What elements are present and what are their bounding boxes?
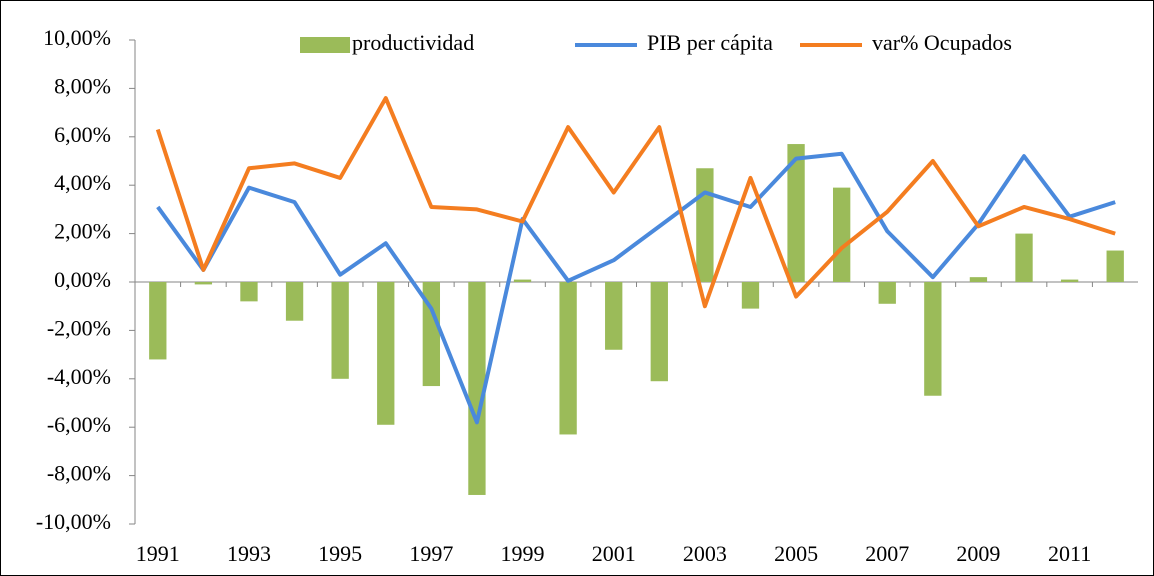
bar <box>969 277 988 282</box>
y-tick-label: 2,00% <box>54 219 111 244</box>
bar <box>1106 250 1124 282</box>
y-tick-label: 0,00% <box>54 267 111 292</box>
bar <box>285 282 304 321</box>
bar <box>1060 279 1079 282</box>
bar <box>149 282 167 360</box>
x-tick-label: 1991 <box>136 541 180 566</box>
bar <box>377 282 395 425</box>
y-tick-label: -4,00% <box>47 364 111 389</box>
x-tick-label: 1997 <box>409 541 453 566</box>
bar <box>513 279 532 282</box>
y-tick-label: 4,00% <box>54 170 111 195</box>
x-tick-label: 2009 <box>956 541 1000 566</box>
x-tick-label: 2011 <box>1048 541 1091 566</box>
y-tick-label: -8,00% <box>47 461 111 486</box>
x-tick-label: 1999 <box>501 541 545 566</box>
y-tick-label: 8,00% <box>54 73 111 98</box>
y-tick-label: -6,00% <box>47 412 111 437</box>
bar <box>468 282 486 495</box>
bar <box>559 282 577 435</box>
line <box>156 151 1116 425</box>
legend-label: PIB per cápita <box>647 30 773 55</box>
legend-label: var% Ocupados <box>872 30 1012 55</box>
x-tick-label: 1995 <box>318 541 362 566</box>
bar <box>1015 233 1033 282</box>
bar <box>832 187 851 282</box>
bar <box>787 144 805 282</box>
legend-label: productividad <box>352 30 474 55</box>
bar <box>741 282 760 309</box>
y-tick-label: 6,00% <box>54 122 111 147</box>
x-tick-label: 1993 <box>227 541 271 566</box>
y-tick-label: -10,00% <box>36 509 111 534</box>
bar <box>696 168 714 282</box>
bar <box>240 282 258 302</box>
bar <box>422 282 441 387</box>
bar <box>924 282 942 396</box>
bar <box>878 282 896 304</box>
x-tick-label: 2007 <box>865 541 909 566</box>
x-tick-label: 2005 <box>774 541 818 566</box>
y-tick-label: 10,00% <box>43 25 111 50</box>
bar <box>194 282 213 285</box>
x-tick-label: 2001 <box>592 541 636 566</box>
x-tick-label: 2003 <box>683 541 727 566</box>
line <box>155 96 1116 309</box>
bar <box>331 282 349 379</box>
bar <box>650 282 668 382</box>
y-tick-label: -2,00% <box>47 315 111 340</box>
bar <box>605 282 623 350</box>
legend-swatch <box>300 37 350 53</box>
